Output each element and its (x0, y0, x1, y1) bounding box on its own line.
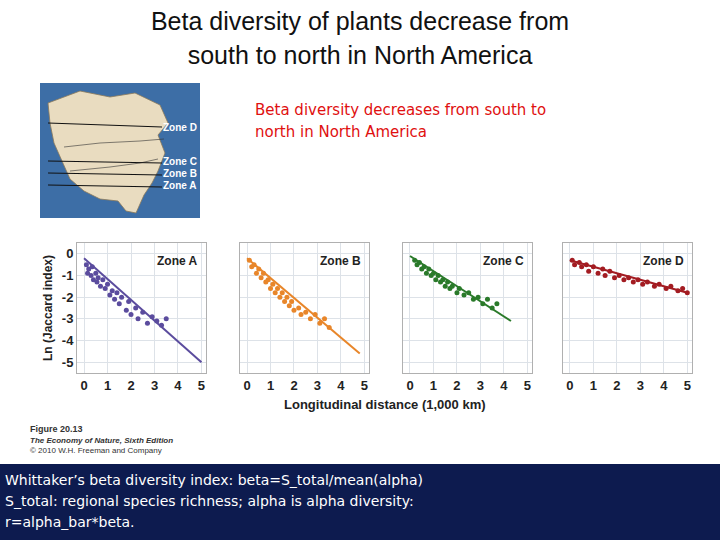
svg-text:Zone D: Zone D (643, 254, 684, 268)
svg-text:Ln (Jaccard index): Ln (Jaccard index) (41, 255, 55, 361)
svg-text:Zone C: Zone C (483, 254, 524, 268)
svg-text:Zone A: Zone A (163, 180, 197, 191)
svg-text:5: 5 (198, 378, 205, 393)
svg-text:0: 0 (80, 378, 87, 393)
svg-text:4: 4 (500, 378, 508, 393)
svg-text:2: 2 (613, 378, 620, 393)
html-text:Figure 20.13: Figure 20.13 (30, 424, 83, 434)
svg-text:2: 2 (453, 378, 460, 393)
svg-text:3: 3 (151, 378, 158, 393)
svg-text:-2: -2 (62, 290, 74, 305)
svg-text:5: 5 (684, 378, 691, 393)
html-text:S_total: regional species rich: S_total: regional species richness; alph… (5, 493, 414, 509)
html-text:north in North America: north in North America (255, 123, 427, 141)
svg-text:Longitudinal distance (1,000 k: Longitudinal distance (1,000 km) (284, 397, 486, 412)
svg-text:Zone D: Zone D (163, 122, 197, 133)
svg-text:5: 5 (361, 378, 368, 393)
svg-text:Zone A: Zone A (157, 254, 198, 268)
html-text:The Economy of Nature, Sixth E: The Economy of Nature, Sixth Edition (30, 436, 174, 445)
svg-text:-1: -1 (62, 268, 74, 283)
html-text:r=alpha_bar*beta.: r=alpha_bar*beta. (5, 514, 135, 530)
svg-text:1: 1 (267, 378, 274, 393)
svg-text:1: 1 (590, 378, 597, 393)
svg-text:3: 3 (477, 378, 484, 393)
svg-text:1: 1 (430, 378, 437, 393)
html-text:south to north in North Americ: south to north in North America (187, 41, 533, 69)
svg-text:2: 2 (290, 378, 297, 393)
html-text:Beta diversity decreases from: Beta diversity decreases from south to (255, 101, 547, 119)
svg-text:-5: -5 (62, 355, 74, 370)
svg-text:4: 4 (337, 378, 345, 393)
html-text:© 2010 W.H. Freeman and Compan: © 2010 W.H. Freeman and Company (30, 446, 162, 455)
svg-text:3: 3 (314, 378, 321, 393)
svg-text:4: 4 (174, 378, 182, 393)
svg-text:-3: -3 (62, 311, 74, 326)
html-text:Whittaker’s beta diversity ind: Whittaker’s beta diversity index: beta=S… (5, 472, 423, 488)
svg-text:Zone B: Zone B (163, 168, 197, 179)
svg-text:0: 0 (66, 246, 73, 261)
svg-text:Zone C: Zone C (163, 156, 197, 167)
svg-text:Zone B: Zone B (320, 254, 361, 268)
svg-text:0: 0 (243, 378, 250, 393)
svg-text:4: 4 (660, 378, 668, 393)
svg-text:0: 0 (566, 378, 573, 393)
svg-text:3: 3 (637, 378, 644, 393)
svg-text:2: 2 (127, 378, 134, 393)
svg-text:5: 5 (524, 378, 531, 393)
svg-text:0: 0 (406, 378, 413, 393)
html-text:Beta diversity of plants decre: Beta diversity of plants decrease from (150, 7, 570, 35)
svg-text:1: 1 (104, 378, 111, 393)
svg-text:-4: -4 (62, 333, 74, 348)
